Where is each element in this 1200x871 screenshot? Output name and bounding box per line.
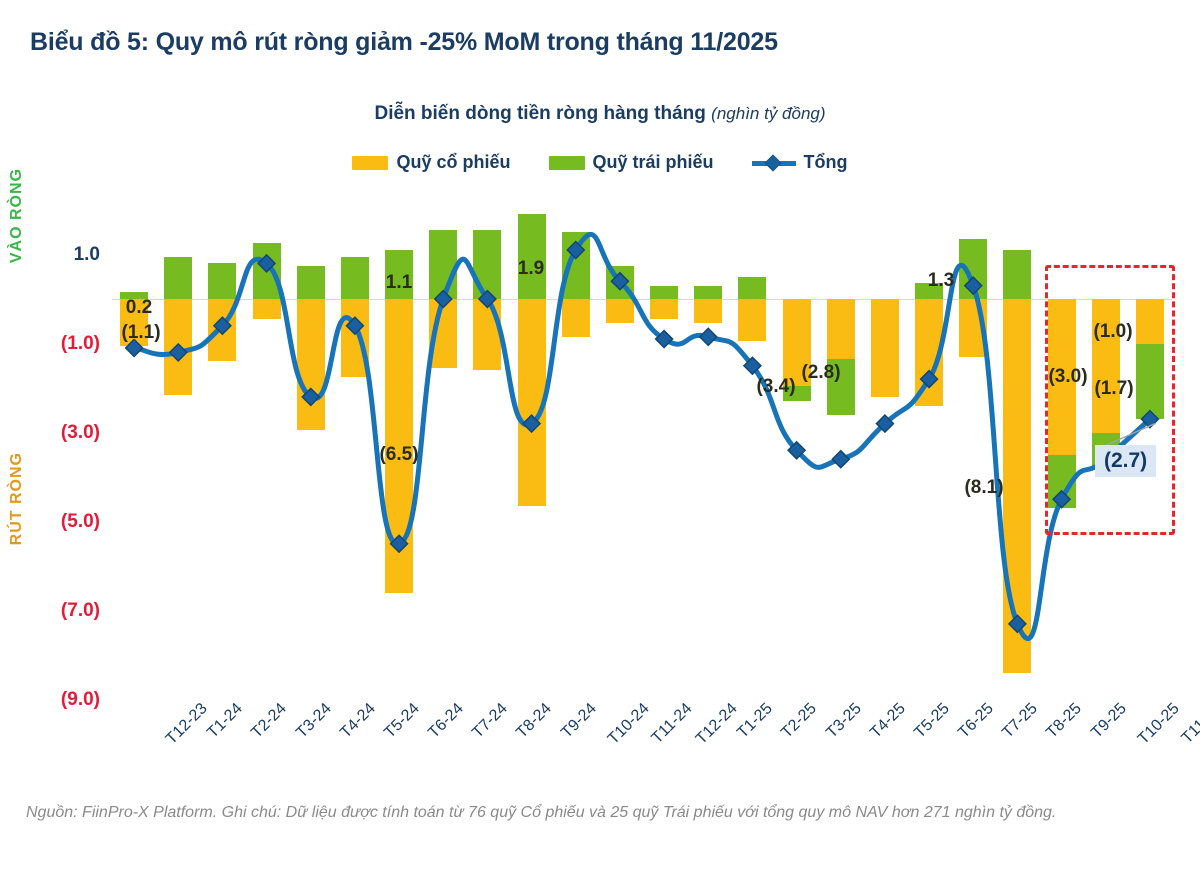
bar-segment-equity-fund [826,299,855,360]
callout-total-latest: (2.7) [1095,445,1157,477]
legend-item-total[interactable]: Tổng [751,152,848,173]
bar-segment-equity-fund [296,299,325,431]
bar-group[interactable] [429,0,458,790]
data-label: 1.1 [385,272,413,293]
chart-subtitle-unit: (nghìn tỷ đồng) [711,104,826,123]
bar-segment-equity-fund [870,299,899,397]
data-label: (6.5) [379,444,419,465]
bar-segment-bond-fund [208,263,237,299]
bar-group[interactable] [826,0,855,790]
y-axis-tick: (7.0) [60,599,100,621]
bar-segment-bond-fund [296,265,325,299]
bar-segment-bond-fund [694,285,723,299]
page-title: Biểu đồ 5: Quy mô rút ròng giảm -25% MoM… [30,28,778,56]
data-label: (1.1) [121,322,161,343]
bar-group[interactable] [208,0,237,790]
bar-group[interactable] [120,0,149,790]
bar-segment-bond-fund [517,214,546,299]
data-label: (8.1) [964,477,1004,498]
bar-segment-equity-fund [517,299,546,506]
bar-segment-equity-fund [252,299,281,320]
bar-segment-bond-fund [605,265,634,299]
data-label: 1.9 [517,258,545,279]
bar-group[interactable] [1003,0,1032,790]
data-label: 0.2 [125,297,153,318]
bar-segment-equity-fund [650,299,679,320]
legend-label-total: Tổng [803,152,848,172]
bar-segment-equity-fund [738,299,767,342]
data-label: (1.0) [1093,321,1133,342]
x-axis-tick: T11-25 [1178,700,1200,748]
legend-item-equity-fund[interactable]: Quỹ cổ phiếu [352,152,511,173]
bar-segment-equity-fund [1003,299,1032,673]
bar-segment-bond-fund [1003,250,1032,299]
bar-segment-equity-fund [208,299,237,362]
bar-segment-equity-fund [164,299,193,395]
bar-group[interactable] [915,0,944,790]
data-label: 1.3 [927,270,955,291]
bar-segment-equity-fund [473,299,502,371]
data-label: (2.8) [801,362,841,383]
chart-plot-area: 1.0 (1.0) (3.0) (5.0) (7.0) (9.0) 0.2 (1.1) 1.1… [60,0,1200,790]
bar-group[interactable] [340,0,369,790]
bar-group[interactable] [561,0,590,790]
bar-group[interactable] [694,0,723,790]
bar-segment-bond-fund [429,230,458,299]
legend-label-bond: Quỹ trái phiếu [592,152,714,172]
bar-segment-bond-fund [561,232,590,299]
y-axis-tick: 1.0 [73,243,100,265]
legend-label-equity: Quỹ cổ phiếu [396,152,511,172]
bar-segment-equity-fund [561,299,590,337]
bar-group[interactable] [605,0,634,790]
bar-group[interactable] [164,0,193,790]
bar-group[interactable] [959,0,988,790]
legend-item-bond-fund[interactable]: Quỹ trái phiếu [548,152,714,173]
bar-group[interactable] [385,0,414,790]
bar-group[interactable] [252,0,281,790]
bar-segment-bond-fund [164,256,193,299]
source-note: Nguồn: FiinPro-X Platform. Ghi chú: Dữ l… [26,804,1057,821]
bar-segment-equity-fund [429,299,458,368]
y-axis-tick: (1.0) [60,332,100,354]
bar-segment-equity-fund [340,299,369,377]
bar-segment-bond-fund [738,276,767,299]
bar-group[interactable] [296,0,325,790]
bar-segment-equity-fund [694,299,723,324]
bar-segment-equity-fund [959,299,988,357]
y-axis-tick: (9.0) [60,688,100,710]
legend-swatch-equity-icon [352,155,389,170]
legend-swatch-bond-icon [548,155,585,170]
bar-segment-bond-fund [650,285,679,299]
data-label: (1.7) [1094,378,1134,399]
legend-line-marker-icon [751,154,796,171]
y-axis-tick: (5.0) [60,510,100,532]
chart-subtitle-text: Diễn biến dòng tiền ròng hàng tháng [374,103,706,124]
bar-segment-equity-fund [605,299,634,324]
bar-segment-bond-fund [959,238,988,299]
chart-subtitle: Diễn biến dòng tiền ròng hàng tháng (ngh… [0,103,1200,125]
bar-group[interactable] [870,0,899,790]
bar-group[interactable] [517,0,546,790]
bar-segment-equity-fund [915,299,944,406]
chart-legend: Quỹ cổ phiếu Quỹ trái phiếu Tổng [0,152,1200,173]
bar-segment-bond-fund [340,256,369,299]
highlight-region-box [1045,265,1175,535]
data-label: (3.4) [756,376,796,397]
data-label: (3.0) [1048,366,1088,387]
bar-group[interactable] [650,0,679,790]
y-axis-tick: (3.0) [60,421,100,443]
bar-segment-bond-fund [473,230,502,299]
bar-group[interactable] [473,0,502,790]
bar-segment-bond-fund [252,243,281,299]
